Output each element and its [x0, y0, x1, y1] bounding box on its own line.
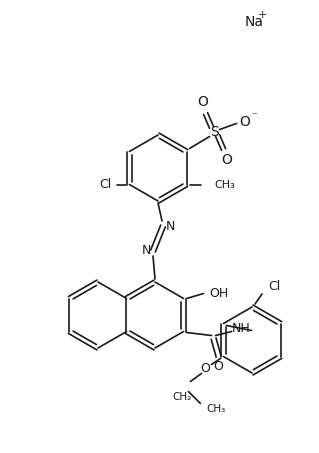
Text: Cl: Cl — [99, 178, 112, 191]
Text: O: O — [221, 154, 232, 168]
Text: O: O — [214, 360, 224, 373]
Text: NH: NH — [232, 322, 251, 335]
Text: N: N — [165, 220, 175, 232]
Text: S: S — [210, 125, 219, 139]
Text: +: + — [257, 10, 267, 20]
Text: Na: Na — [245, 15, 264, 29]
Text: CH₂: CH₂ — [173, 391, 192, 401]
Text: OH: OH — [209, 287, 228, 300]
Text: CH₃: CH₃ — [206, 404, 226, 414]
Text: O: O — [197, 96, 208, 110]
Text: Cl: Cl — [268, 280, 280, 294]
Text: CH₃: CH₃ — [215, 179, 235, 189]
Text: N: N — [141, 245, 151, 257]
Text: O: O — [200, 362, 210, 375]
Text: ⁻: ⁻ — [252, 111, 257, 121]
Text: O: O — [239, 115, 250, 129]
